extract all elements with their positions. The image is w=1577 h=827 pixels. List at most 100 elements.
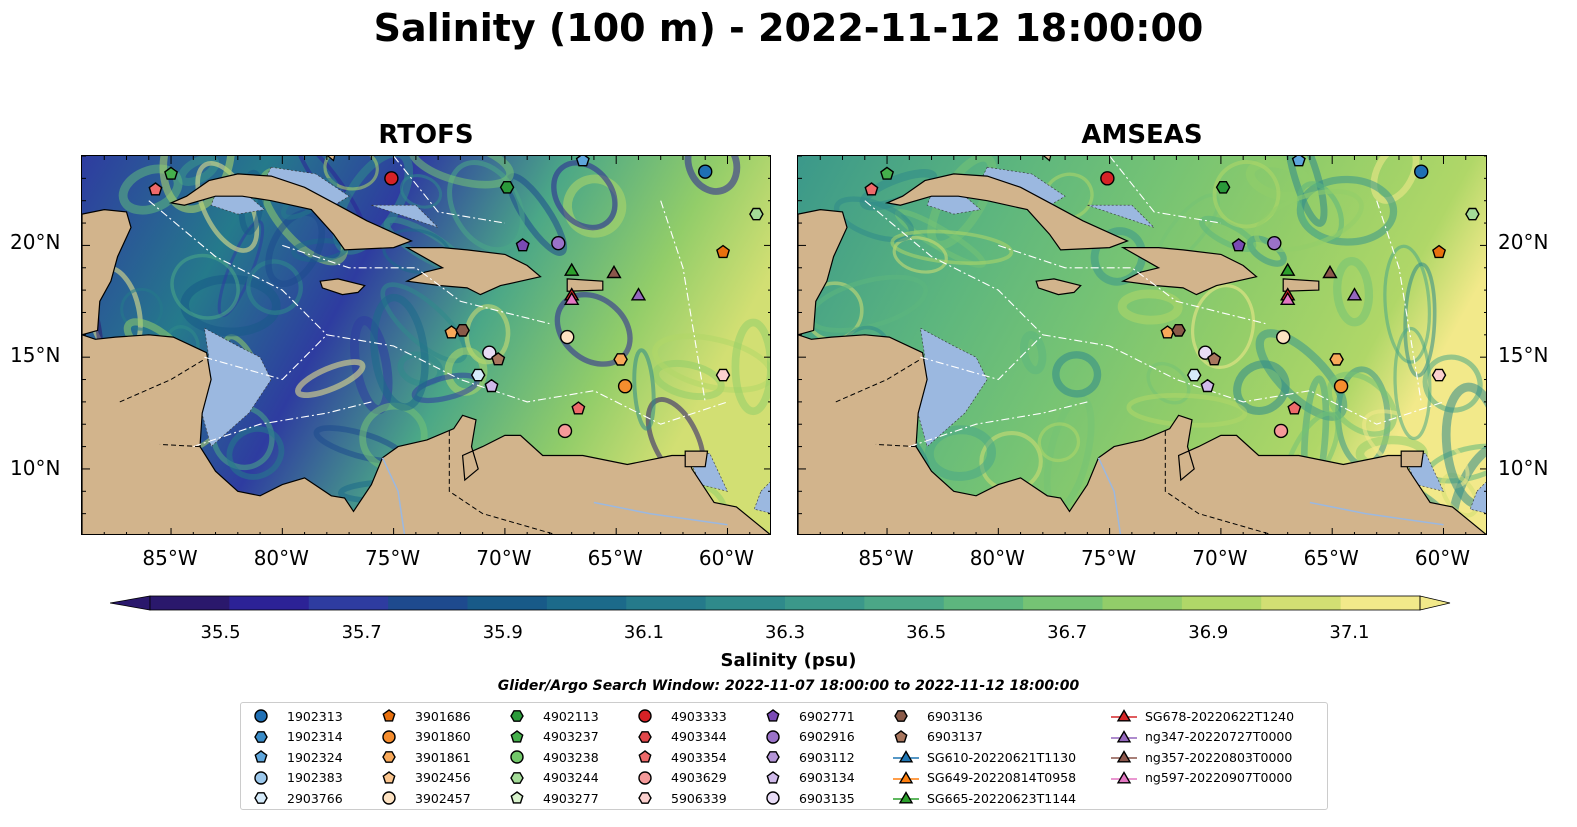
legend-label: SG610-20220621T1130 — [927, 749, 1077, 765]
lon-label: 60°W — [698, 546, 755, 570]
legend-item: 4903629 — [637, 768, 727, 788]
legend-item: 5906339 — [637, 788, 727, 808]
figure-title: Salinity (100 m) - 2022-11-12 18:00:00 — [373, 6, 1204, 50]
legend-marker-icon — [766, 770, 780, 784]
platform-marker — [482, 345, 497, 360]
colorbar-tick-label: 36.1 — [623, 622, 664, 643]
lat-label-right: 20°N — [1498, 230, 1549, 254]
legend-marker — [1116, 750, 1132, 763]
legend-marker — [510, 750, 524, 764]
legend-marker-icon — [893, 791, 919, 804]
legend-marker — [638, 770, 652, 785]
legend-item: 4903238 — [509, 747, 599, 767]
platform-marker — [864, 182, 879, 196]
legend-marker-icon — [510, 750, 524, 764]
legend-label: 1902314 — [287, 729, 343, 744]
legend-marker-icon — [510, 771, 524, 784]
legend-label: 4903344 — [671, 729, 727, 744]
legend-item: 3902457 — [381, 788, 471, 808]
legend-marker-icon — [766, 751, 780, 763]
legend-marker-icon — [382, 729, 396, 744]
legend-label: 1902383 — [287, 770, 343, 785]
legend-label: 6902916 — [799, 729, 855, 744]
platform-marker — [1231, 238, 1246, 252]
platform-marker — [698, 164, 713, 179]
platform-marker — [1279, 262, 1296, 276]
legend-marker-icon — [766, 729, 780, 744]
lon-label: 80°W — [253, 546, 309, 570]
legend-item: SG678-20220622T1240 — [1111, 706, 1294, 726]
legend-label: SG678-20220622T1240 — [1145, 708, 1295, 724]
legend-marker — [382, 729, 396, 744]
platform-marker — [1414, 164, 1429, 179]
platform-marker — [455, 323, 470, 337]
platform-marker — [716, 244, 731, 259]
lat-label-left: 15°N — [10, 343, 61, 367]
legend-label: 2903766 — [287, 790, 343, 806]
legend-item: 2903766 — [253, 788, 343, 808]
lon-label: 75°W — [364, 546, 421, 570]
platform-marker — [560, 329, 575, 345]
legend-item: 6903136 — [893, 706, 983, 726]
panel-title-rtofs: RTOFS — [378, 120, 474, 150]
legend-marker — [254, 730, 268, 743]
platform-marker — [1100, 171, 1115, 186]
amseas-map[interactable] — [797, 155, 1487, 535]
legend-label: ng347-20220727T0000 — [1145, 729, 1293, 744]
platform-marker — [551, 235, 566, 251]
platform-marker — [491, 352, 506, 366]
legend-label: 3901861 — [415, 749, 471, 765]
platform-marker — [630, 287, 647, 301]
platform-marker — [470, 368, 486, 382]
legend-marker — [382, 791, 396, 805]
platform-marker — [880, 166, 895, 180]
colorbar-tick-label: 36.9 — [1188, 622, 1229, 643]
legend-item: ng347-20220727T0000 — [1111, 727, 1292, 747]
platform-marker — [1267, 235, 1282, 251]
colorbar-tick-label: 35.7 — [341, 622, 382, 643]
legend-marker — [766, 791, 780, 805]
legend-marker-icon — [510, 729, 524, 743]
legend-marker — [254, 792, 268, 804]
legend-marker-icon — [254, 709, 268, 723]
legend-marker-icon — [638, 792, 652, 804]
legend-marker-icon — [894, 710, 908, 722]
legend-marker — [1116, 709, 1132, 722]
legend-item: SG649-20220814T0958 — [893, 768, 1076, 788]
legend-item: 3902456 — [381, 768, 471, 788]
legend-marker — [510, 710, 524, 722]
rtofs-map[interactable] — [81, 155, 771, 535]
platform-marker — [1346, 287, 1363, 301]
legend-item: 4902113 — [509, 706, 599, 726]
lon-label: 85°W — [858, 546, 914, 570]
platform-marker — [1287, 401, 1302, 415]
legend-marker — [638, 730, 652, 743]
legend-marker — [638, 709, 652, 723]
legend-item: 4903333 — [637, 706, 727, 726]
legend-marker-icon — [382, 770, 396, 784]
legend-item: SG665-20220623T1144 — [893, 788, 1076, 808]
legend-marker-icon — [893, 750, 919, 763]
platform-marker — [384, 171, 399, 186]
legend-item: 1902383 — [253, 768, 343, 788]
legend-marker — [766, 709, 780, 722]
amseas-map-canvas — [798, 156, 1486, 534]
legend-label: 6902771 — [799, 708, 855, 724]
legend-marker-icon — [766, 791, 780, 805]
legend-label: 6903137 — [927, 729, 983, 744]
platform-marker — [1215, 181, 1231, 194]
lon-label: 75°W — [1080, 546, 1137, 570]
legend-item: 4903277 — [509, 788, 599, 808]
legend-marker — [254, 709, 268, 723]
platform-marker — [499, 181, 515, 194]
legend-marker-icon — [638, 750, 652, 763]
lon-label: 60°W — [1414, 546, 1471, 570]
legend-marker — [766, 729, 780, 744]
legend-marker-icon — [254, 792, 268, 804]
platform-marker — [1279, 291, 1296, 306]
platform-marker — [515, 238, 530, 252]
legend-label: 3901686 — [415, 708, 471, 724]
platform-marker — [484, 378, 499, 393]
legend-item: 3901686 — [381, 706, 471, 726]
colorbar-label: Salinity (psu) — [720, 650, 857, 671]
